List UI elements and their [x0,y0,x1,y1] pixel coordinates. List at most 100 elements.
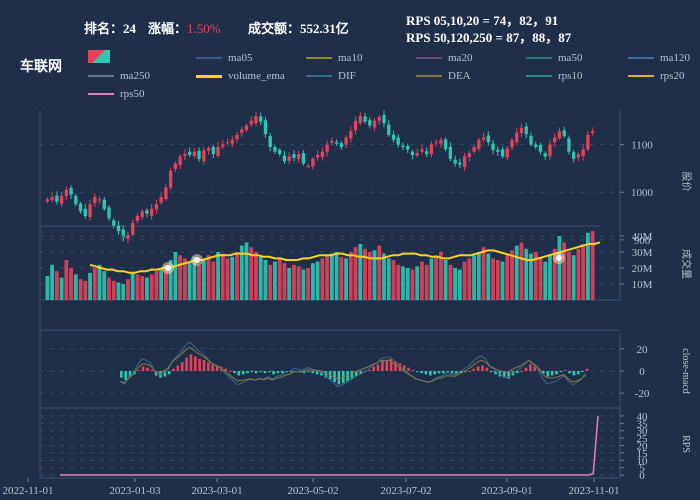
macd-bar [581,371,584,373]
candle-body [202,150,206,162]
legend-item-ma10[interactable]: ma10 [306,52,362,64]
candle-body [481,137,486,140]
macd-bar [185,357,188,371]
candle-body [131,223,135,235]
candle-body [553,137,557,143]
candle-body [259,116,263,122]
candle-body [572,152,576,159]
volume-bar [348,252,353,300]
volume-bar [443,260,448,300]
macd-bar [193,356,197,371]
volume-bar [533,252,538,300]
legend-item-ma20[interactable]: ma20 [416,52,472,64]
candle-body [529,136,533,145]
volume-bar [168,260,173,300]
candle-body [45,199,50,202]
candle-body [557,131,562,139]
legend-label-ma50: ma50 [558,52,583,64]
macd-bar [442,371,445,374]
legend-label-dif: DIF [338,70,356,82]
legend-item-rps10[interactable]: rps10 [526,70,582,82]
candle-body [249,120,253,125]
macd-bar [376,364,380,371]
volume-bar [410,269,415,300]
candle-body [74,196,78,205]
legend-item-dif[interactable]: DIF [306,70,356,82]
legend-item-rps50[interactable]: rps50 [88,88,144,100]
macd-bar [315,371,319,375]
candle-body [586,135,590,150]
macd-bar [198,358,201,371]
volume-bar [145,277,149,300]
volume-bar [562,242,567,300]
legend-item-volume-ema[interactable]: volume_ema [196,70,285,82]
candle-body [401,145,405,147]
candle-body [458,162,462,165]
macd-bar [215,365,219,371]
volume-bar [249,247,254,300]
macd-bar [585,368,589,371]
legend-item-ma05[interactable]: ma05 [196,52,252,64]
legend-item-ma120[interactable]: ma120 [628,52,690,64]
macd-bar [398,363,402,371]
candle-body [59,196,64,204]
macd-bar [120,371,123,378]
price-tick-label: 900 [634,235,651,247]
x-tick-label: 2023-07-02 [380,485,431,497]
macd-bar [529,364,532,371]
volume-bar [263,260,268,300]
macd-bar [450,371,454,374]
macd-bar [446,371,449,373]
volume-bar [287,268,292,300]
volume-bar [54,271,59,300]
volume-bar [211,261,216,300]
macd-bar [172,368,175,371]
legend-label-ma120: ma120 [660,52,690,64]
volume-bar [377,245,382,300]
volume-bar [448,264,453,300]
rps50-line [60,415,599,476]
volume-bar [571,255,576,300]
change-value: 1.50% [187,21,221,36]
macd-bar [254,371,258,374]
candle-body [372,120,377,128]
macd-bar [537,368,541,371]
candle-body [439,139,443,144]
legend-candle[interactable] [88,50,110,63]
candle-body [178,156,182,166]
macd-bar [189,354,193,371]
volume-bar [135,274,140,300]
volume-axis-title: 成交量 [680,249,693,279]
candle-body [164,187,168,199]
legend-item-ma50[interactable]: ma50 [526,52,582,64]
legend-line-dif [306,75,332,77]
macd-bar [437,371,441,374]
macd-bar [180,362,184,371]
x-tick-label: 2023-11-01 [569,485,620,497]
rank-value: 24 [123,21,137,36]
candle-body [448,146,453,159]
candle-body [472,146,476,152]
candle-body [112,220,116,226]
change-label: 涨幅： [148,21,188,36]
candle-body [467,153,472,157]
candle-body [396,137,400,145]
macd-bar [311,371,315,374]
candle-body [534,144,538,147]
macd-bar [428,371,432,376]
macd-bar [563,369,567,371]
candle-body [334,142,339,144]
volume-bar [576,248,581,300]
x-tick-label: 2023-09-01 [481,485,532,497]
volume-bar [405,268,410,300]
candle-body [496,149,500,152]
candle-body [221,144,225,147]
rps-tick-label: 25 [637,433,649,445]
x-tick-label: 2023-03-01 [191,485,242,497]
legend-item-dea[interactable]: DEA [416,70,471,82]
candle-body [225,142,230,144]
legend-item-rps20[interactable]: rps20 [628,70,684,82]
candle-body [548,144,552,157]
legend-item-ma250[interactable]: ma250 [88,70,150,82]
volume-bar [529,253,533,300]
